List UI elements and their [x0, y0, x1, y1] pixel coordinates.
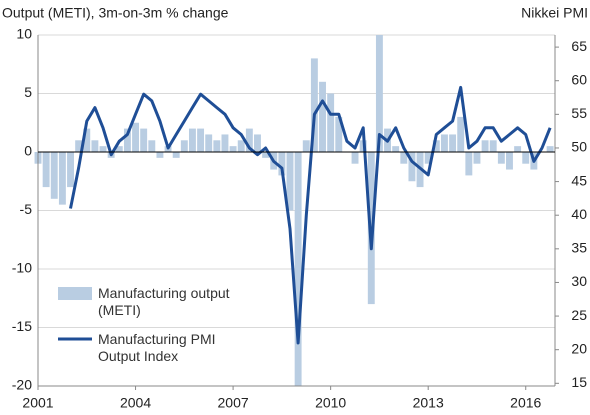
bar: [440, 134, 448, 152]
y2-tick-label: 40: [571, 206, 587, 222]
bar: [50, 152, 58, 199]
bar: [335, 116, 343, 152]
bar: [67, 152, 74, 188]
bar: [83, 128, 91, 152]
y-tick-label: -10: [12, 260, 32, 276]
y-tick-label: -5: [20, 201, 33, 217]
bar: [294, 152, 302, 386]
y2-tick-label: 55: [571, 105, 587, 121]
bar: [213, 140, 221, 152]
bar: [140, 128, 148, 152]
bar: [489, 140, 497, 152]
bar: [132, 122, 140, 152]
bar: [123, 128, 131, 152]
x-tick-label: 2016: [510, 395, 541, 411]
bar: [449, 134, 457, 152]
x-tick-label: 2010: [315, 395, 346, 411]
bar: [237, 140, 245, 152]
y2-tick-label: 60: [571, 71, 587, 87]
bar: [262, 152, 270, 158]
bar: [351, 152, 359, 164]
chart-title: Output (METI), 3m-on-3m % change: [2, 5, 229, 21]
bar: [75, 140, 83, 152]
legend-swatch-bar: [58, 287, 92, 300]
bar: [465, 152, 473, 176]
y2-tick-label: 65: [571, 38, 587, 54]
y-tick-label: -20: [12, 377, 32, 393]
y2-tick-label: 25: [571, 307, 587, 323]
lines: [69, 85, 552, 345]
bar: [375, 35, 383, 152]
bar: [473, 152, 481, 164]
y2-title: Nikkei PMI: [521, 5, 588, 21]
bar: [497, 152, 505, 164]
legend-label: Manufacturing output (METI): [98, 285, 230, 318]
bar: [115, 146, 123, 152]
bar: [432, 140, 440, 152]
y2-tick-label: 45: [571, 172, 587, 188]
bar: [58, 152, 66, 205]
line: [69, 85, 552, 345]
y-tick-label: 10: [16, 26, 32, 42]
bar: [506, 152, 513, 170]
x-tick-label: 2013: [413, 395, 444, 411]
bar: [188, 128, 196, 152]
x-tick-label: 2001: [22, 395, 53, 411]
bar: [172, 152, 180, 158]
y2-tick-label: 35: [571, 240, 587, 256]
bar: [42, 152, 50, 188]
bar: [400, 152, 408, 164]
bar: [408, 152, 416, 182]
bar: [148, 140, 156, 152]
bar: [221, 134, 229, 152]
y-tick-label: 5: [24, 84, 32, 100]
bar: [229, 146, 237, 152]
bar: [254, 134, 261, 152]
bar: [522, 152, 530, 164]
y2-tick-label: 50: [571, 139, 587, 155]
bar: [481, 140, 489, 152]
bar: [180, 140, 188, 152]
bar: [457, 116, 465, 152]
x-tick-label: 2007: [218, 395, 249, 411]
bar: [327, 93, 335, 152]
bar: [546, 146, 554, 152]
bar: [278, 152, 286, 176]
legend-label: Manufacturing PMI Output Index: [98, 331, 216, 364]
bar: [424, 152, 432, 164]
y2-tick-label: 30: [571, 273, 587, 289]
y2-tick-label: 15: [571, 374, 587, 390]
x-tick-label: 2004: [120, 395, 151, 411]
bar: [205, 134, 213, 152]
bar: [514, 146, 522, 152]
bar: [245, 128, 253, 152]
bar: [310, 58, 318, 152]
bar: [302, 140, 310, 152]
bar: [99, 146, 107, 152]
bar: [91, 140, 99, 152]
bar: [392, 146, 400, 152]
y-tick-label: 0: [24, 143, 32, 159]
bar: [319, 81, 326, 152]
bar: [286, 152, 294, 211]
bar: [156, 152, 164, 158]
y-tick-label: -15: [12, 318, 32, 334]
y2-tick-label: 20: [571, 340, 587, 356]
bar: [197, 128, 205, 152]
